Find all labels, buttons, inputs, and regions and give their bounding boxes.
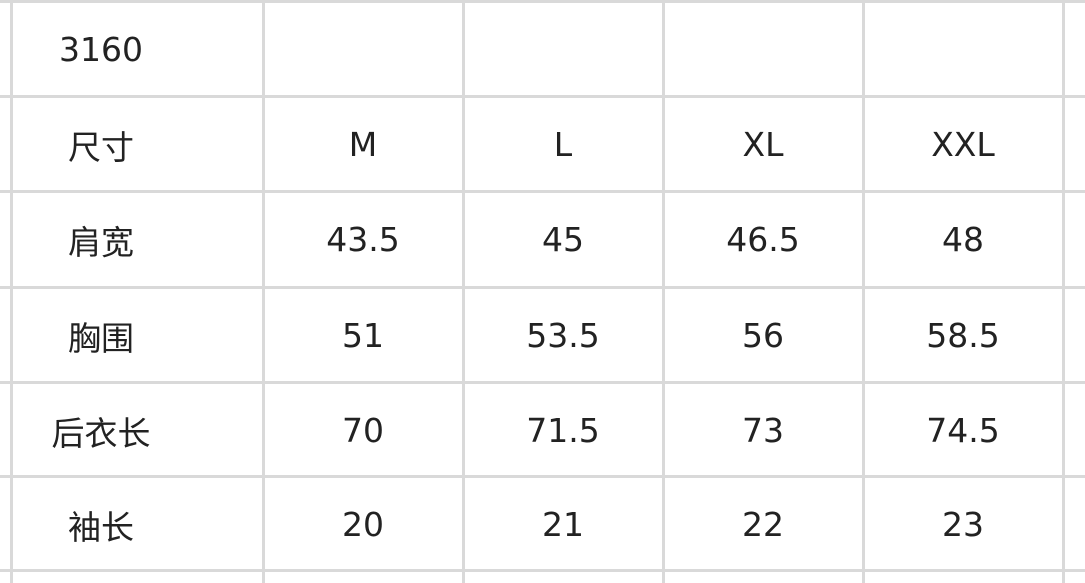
header-cell: 袖长 [68, 507, 134, 547]
table-cell: 74.5 [926, 411, 1000, 450]
header-cell: 尺寸 [68, 127, 134, 167]
table-cell [663, 2, 863, 97]
grid-line [0, 569, 1085, 572]
table-cell: 71.5 [526, 411, 600, 450]
table-cell: 51 [342, 316, 384, 355]
grid-line [1062, 0, 1065, 583]
grid-line [0, 381, 1085, 384]
table-cell: 56 [742, 316, 784, 355]
grid-line [262, 0, 265, 583]
table-cell: 23 [942, 505, 984, 544]
table-cell: 70 [342, 411, 384, 450]
grid-line [0, 475, 1085, 478]
grid-line [862, 0, 865, 583]
table-cell: 48 [942, 220, 984, 259]
grid-line [0, 190, 1085, 193]
grid-line [0, 95, 1085, 98]
table-cell: 73 [742, 411, 784, 450]
header-cell: XL [742, 125, 784, 164]
table-cell [263, 2, 463, 97]
table-cell: 45 [542, 220, 584, 259]
header-cell: L [553, 125, 573, 164]
table-cell: 58.5 [926, 316, 1000, 355]
grid-line [462, 0, 465, 583]
header-cell: M [348, 125, 378, 164]
grid-line [10, 0, 13, 583]
grid-line [0, 286, 1085, 289]
table-cell [863, 2, 1063, 97]
table-cell: 21 [542, 505, 584, 544]
header-cell: 后衣长 [51, 413, 151, 453]
header-cell: 3160 [59, 30, 143, 69]
table-cell [463, 2, 663, 97]
header-cell: 肩宽 [68, 222, 134, 262]
header-cell: XXL [931, 125, 995, 164]
table-cell: 53.5 [526, 316, 600, 355]
grid-line [0, 0, 1085, 3]
table-cell: 43.5 [326, 220, 400, 259]
table-cell: 20 [342, 505, 384, 544]
header-cell: 胸围 [68, 318, 134, 358]
table-cell: 22 [742, 505, 784, 544]
table-cell: 46.5 [726, 220, 800, 259]
grid-line [662, 0, 665, 583]
